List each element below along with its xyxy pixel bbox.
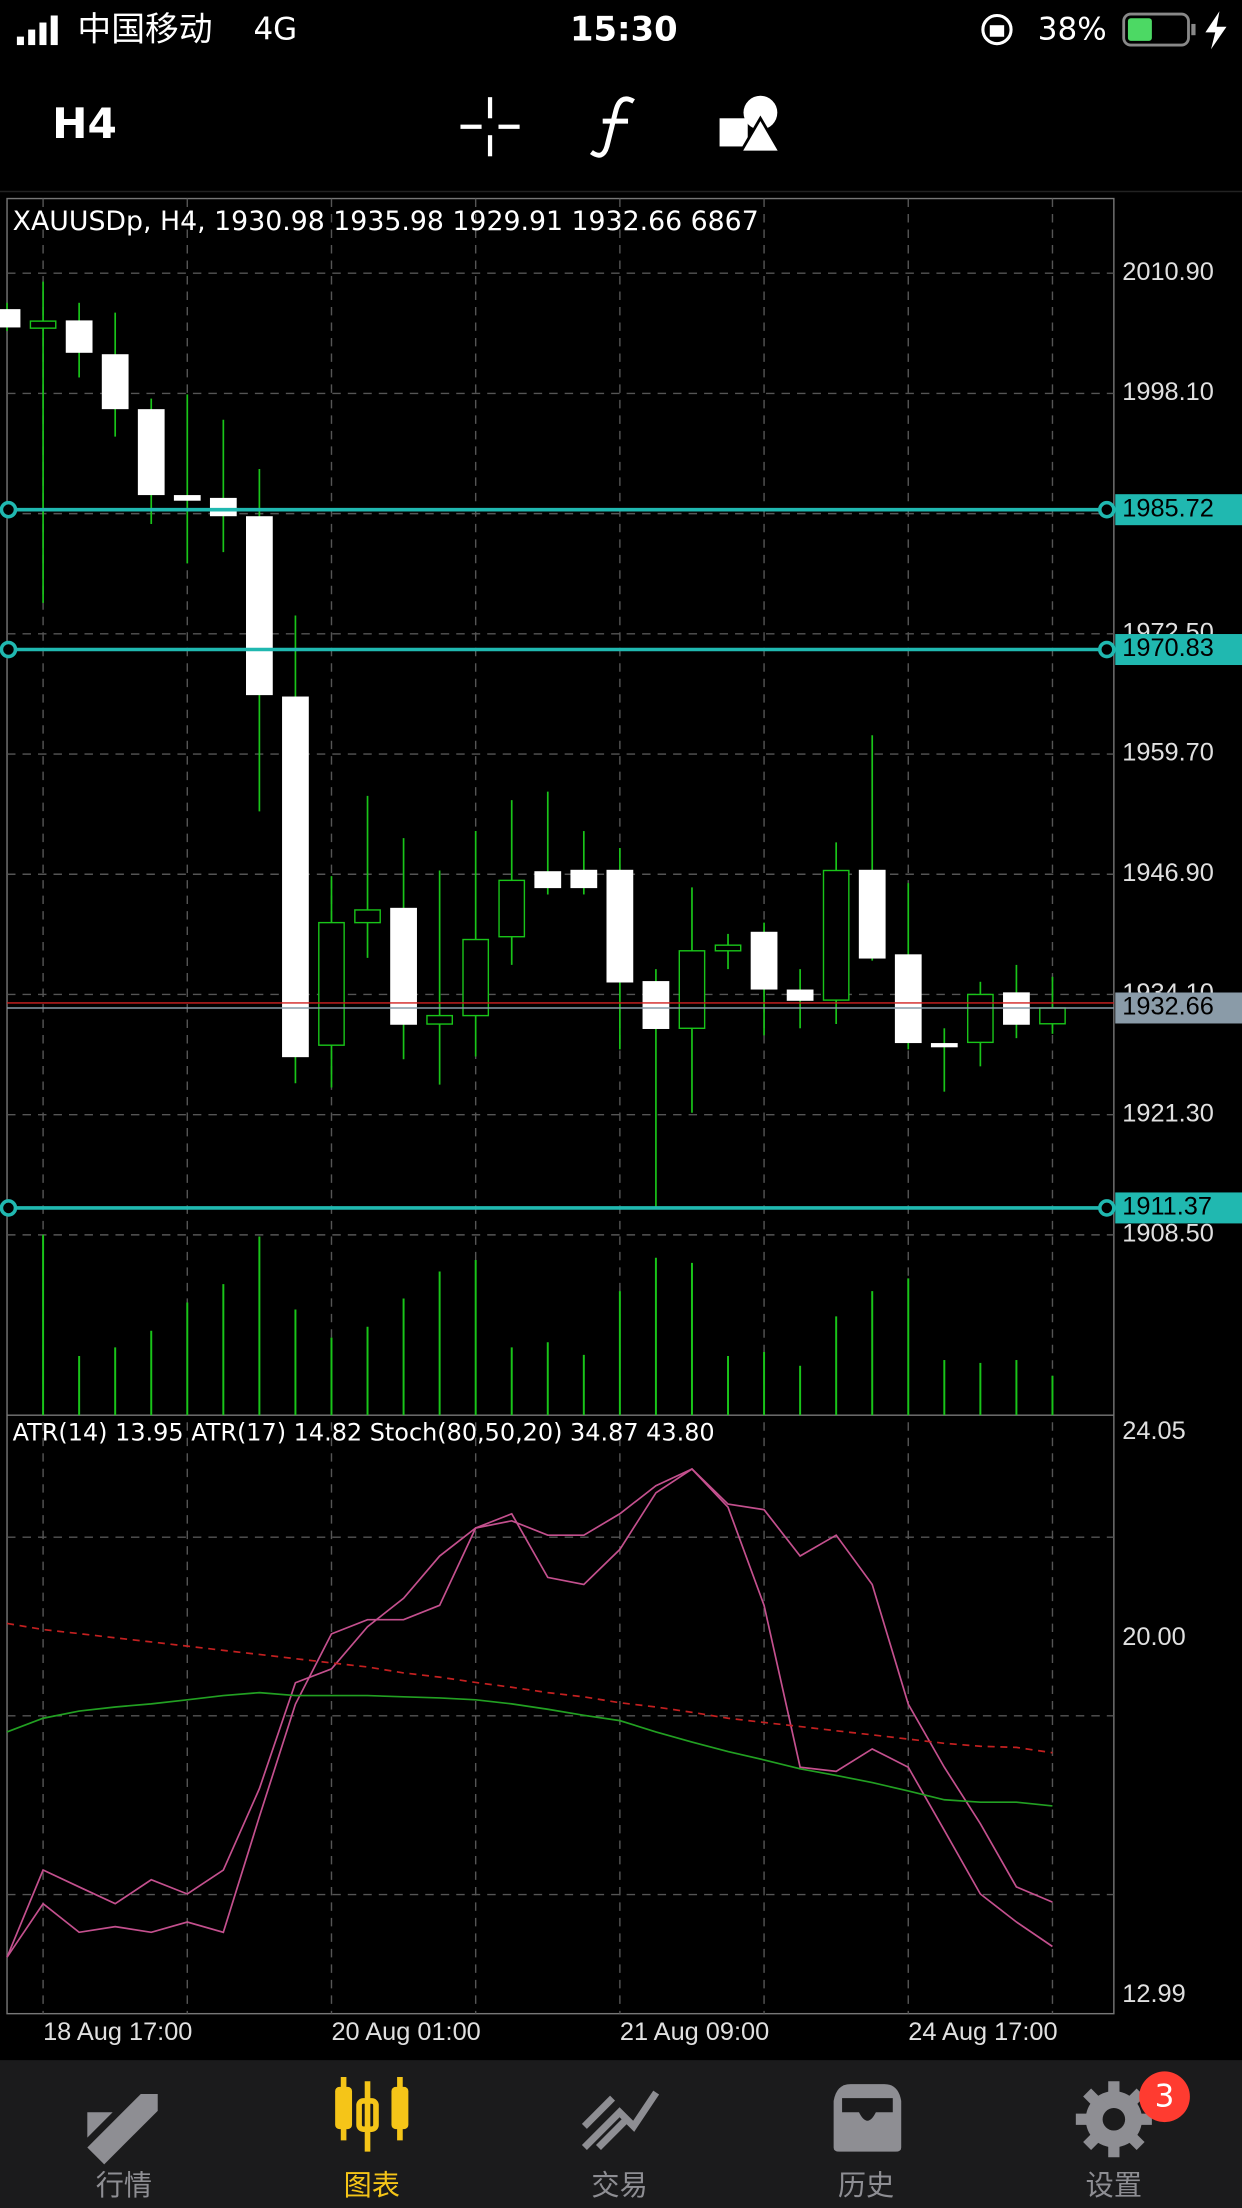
candle-body [65,320,93,353]
chart-title: XAUUSDp, H4, 1930.98 1935.98 1929.91 193… [13,206,759,237]
clock: 15:30 [570,9,678,48]
indicator-line [6,1691,1053,1807]
level-label: 1911.37 [1122,1193,1212,1221]
history-icon [833,2084,902,2152]
candle-body [354,909,381,924]
tab-label[interactable]: 交易 [591,2169,647,2202]
candle-body [137,409,165,496]
candle-body [498,879,526,938]
x-tick-label: 24 Aug 17:00 [908,2018,1057,2046]
level-label: 1985.72 [1122,494,1214,522]
line-handle[interactable] [0,1199,18,1217]
candle-body [1039,1007,1066,1025]
candle-body [966,993,994,1044]
battery-level: 38% [1038,11,1107,47]
candle-body [246,516,273,696]
candle-body [786,989,814,1001]
indicator-line [6,1467,1053,1958]
indicator-panel [6,1467,1053,1958]
carrier: 中国移动 [77,9,212,48]
x-tick-label: 21 Aug 09:00 [620,2018,769,2046]
x-tick-label: 18 Aug 17:00 [43,2018,192,2046]
level-label-box [1115,1192,1242,1224]
chart-frame [6,197,1115,2015]
candle-body [714,944,742,952]
y-tick-label: 2010.90 [1122,258,1214,286]
y-tick-label: 24.05 [1122,1417,1185,1445]
candle-body [858,869,886,959]
candle-body [822,869,850,1001]
timeframe-button[interactable]: H4 [52,99,117,148]
indicator-line [6,1467,1053,1958]
candle-body [894,954,922,1044]
trade-icon [581,2090,660,2150]
candle-body [209,497,237,517]
axis-labels: 18 Aug 17:00 20 Aug 01:00 21 Aug 09:00 24 A… [43,258,1242,2046]
tab-bar [0,2060,1242,2208]
candle-body [606,869,634,983]
x-tick-label: 20 Aug 01:00 [331,2018,480,2046]
tab-label[interactable]: 图表 [344,2169,400,2202]
candle-body [29,320,57,329]
tab-label[interactable]: 行情 [96,2169,152,2202]
indicator-line [6,1622,1053,1754]
candle-body [678,950,706,1029]
settings-icon [1075,2081,1152,2158]
rotation-lock-icon [981,13,1013,46]
badge-count: 3 [1155,2079,1175,2115]
level-label-box [1115,494,1242,526]
candle-body [570,869,598,889]
bid-label: 1932.66 [1122,993,1214,1021]
indicators-button[interactable] [589,96,635,158]
candle-body [534,871,562,889]
candle-body [173,495,201,501]
tab-label[interactable]: 设置 [1086,2169,1142,2202]
chart-icon [335,2077,409,2152]
objects-button[interactable] [719,95,783,154]
signal-icon [16,15,58,46]
candle-body [101,354,129,410]
indicator-title: ATR(14) 13.95 ATR(17) 14.82 Stoch(80,50,… [13,1419,715,1447]
y-tick-label: 1959.70 [1122,739,1214,767]
bid-label-box [1115,992,1242,1024]
line-handle[interactable] [0,500,18,519]
candle-body [750,931,778,990]
candle-body [642,981,670,1029]
y-tick-label: 1921.30 [1122,1099,1214,1127]
candle-body [462,938,490,1017]
y-tick-label: 1908.50 [1122,1220,1214,1248]
battery-icon [1122,12,1196,47]
line-handle[interactable] [1098,500,1116,519]
candle-body [426,1014,454,1025]
tab-items: 3 行情 图表 交易 历史 设置 [87,2071,1190,2202]
level-label-box [1115,634,1242,666]
tab-label[interactable]: 历史 [838,2169,894,2202]
level-label: 1970.83 [1122,634,1214,662]
candle-body [930,1043,958,1048]
line-handle[interactable] [1098,1199,1116,1217]
network: 4G [253,11,297,47]
y-tick-label: 1998.10 [1122,378,1214,406]
candle-body [318,921,345,1046]
line-handle[interactable] [1098,640,1116,659]
y-tick-label: 1946.90 [1122,859,1214,887]
line-handle[interactable] [0,640,18,659]
crosshair-button[interactable] [460,97,520,157]
y-tick-label: 20.00 [1122,1623,1185,1651]
price-panel [0,281,1116,1416]
charging-icon [1205,11,1227,50]
candle-body [282,696,309,1058]
notification-badge [1139,2071,1190,2123]
candle-body [390,907,417,1025]
y-tick-label: 12.99 [1122,1980,1185,2008]
candle-body [0,309,21,328]
